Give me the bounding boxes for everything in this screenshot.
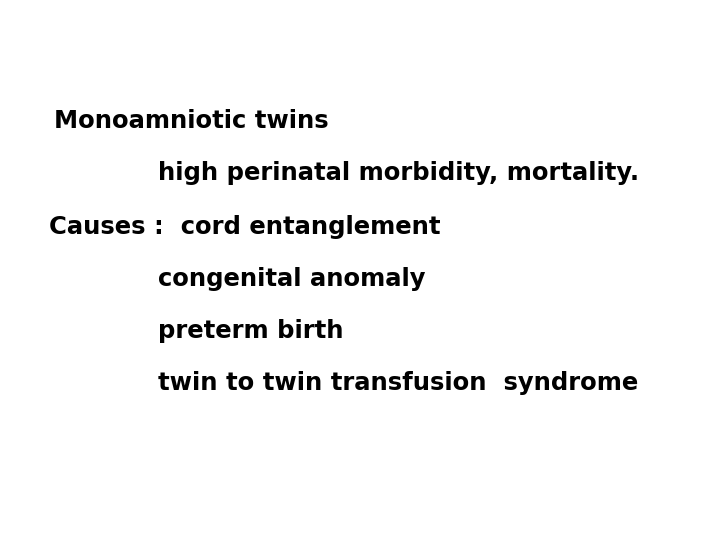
Text: preterm birth: preterm birth <box>158 319 344 343</box>
Text: Monoamniotic twins: Monoamniotic twins <box>54 110 328 133</box>
Text: twin to twin transfusion  syndrome: twin to twin transfusion syndrome <box>158 372 639 395</box>
Text: Causes :  cord entanglement: Causes : cord entanglement <box>49 215 441 239</box>
Text: high perinatal morbidity, mortality.: high perinatal morbidity, mortality. <box>158 161 639 185</box>
Text: congenital anomaly: congenital anomaly <box>158 267 426 291</box>
